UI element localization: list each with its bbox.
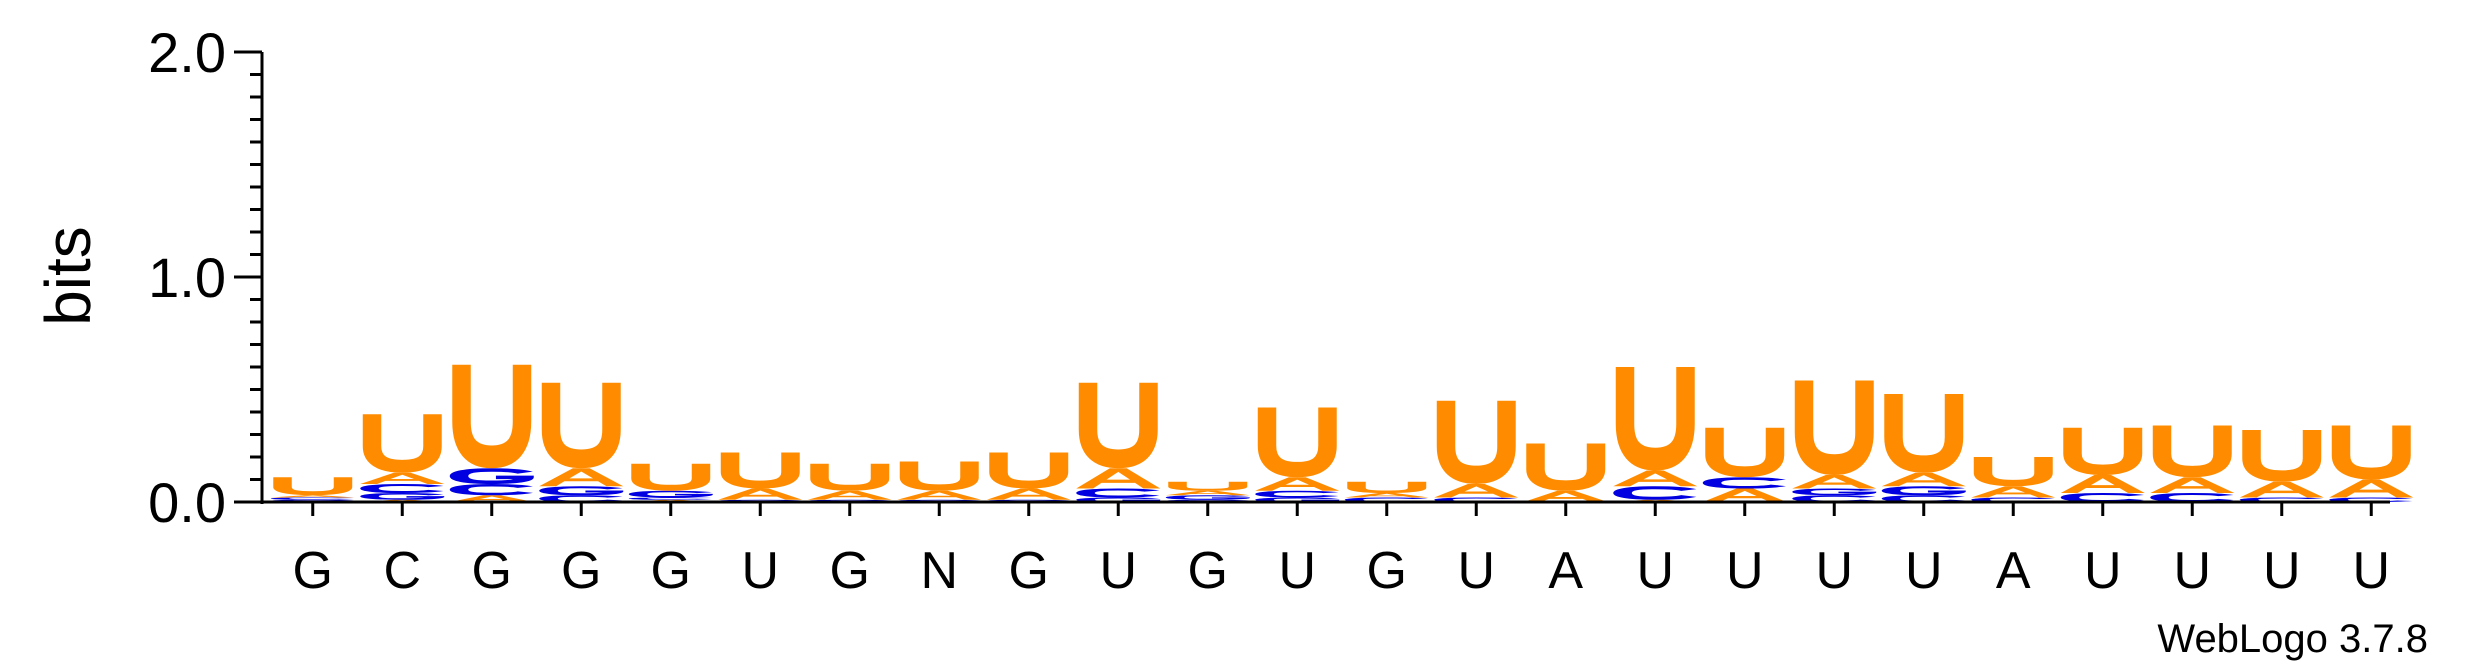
consensus-letter: A [1548,542,1583,600]
glyph-G [1165,495,1250,500]
glyph-A [1344,493,1429,498]
glyph-U [362,414,442,473]
consensus-letter: U [2263,542,2301,600]
glyph-C [1255,490,1339,498]
glyph-U [273,477,353,496]
glyph-U [1615,367,1695,471]
axes: 0.01.02.0G C G G G U G N G U G U G U A U U U U A U U U U [148,21,2390,600]
consensus-letter: G [1367,542,1407,600]
glyph-A [1165,490,1250,496]
glyph-U [2242,430,2322,482]
glyph-U [1884,394,1964,473]
glyph-A [1523,490,1608,502]
glyph-A [1255,477,1340,491]
consensus-letter: U [2352,542,2390,600]
glyph-U [1526,443,1606,491]
consensus-letter: U [2084,542,2122,600]
glyph-U [2063,427,2143,476]
glyph-A [1613,470,1698,487]
glyph-U [1257,407,1337,478]
glyph-U [1168,481,1248,491]
glyph-A [539,468,624,487]
consensus-letter: U [2173,542,2211,600]
glyph-G [1881,486,1966,496]
consensus-letter: C [383,542,421,600]
glyph-A [1971,486,2056,498]
glyph-G [539,486,624,496]
glyph-C [1702,477,1786,489]
glyph-A [2239,481,2324,498]
glyph-C [449,483,533,496]
consensus-letter: U [1905,542,1943,600]
glyph-U [810,463,890,491]
consensus-letter: G [830,542,870,600]
glyph-A [449,495,534,502]
glyph-U [1973,457,2053,487]
glyph-C [270,497,354,500]
glyph-A [2060,475,2145,493]
consensus-letter: A [1996,542,2031,600]
glyph-A [1702,488,1787,502]
glyph-U [1078,382,1158,469]
glyph-A [718,488,803,500]
glyph-U [720,452,800,489]
glyph-A [2150,477,2235,493]
glyph-U [2152,425,2232,478]
glyph-U [1347,481,1427,493]
glyph-A [2329,479,2414,498]
y-tick-label: 2.0 [148,21,226,84]
glyph-U [631,463,711,491]
glyph-U [1794,380,1874,476]
glyph-U [1436,400,1516,485]
glyph-U [989,452,1069,489]
consensus-letter: G [651,542,691,600]
glyph-U [899,461,979,491]
consensus-letter: G [1009,542,1049,600]
y-tick-label: 0.0 [148,471,226,534]
glyph-G [449,468,534,485]
glyph-A [807,490,892,500]
consensus-letter: U [1726,542,1764,600]
glyph-C [1076,488,1160,498]
glyph-A [986,488,1071,500]
weblogo-version-label: WebLogo 3.7.8 [2157,617,2428,661]
glyph-U [2331,425,2411,480]
glyph-C [628,497,712,500]
y-tick-label: 1.0 [148,246,226,309]
consensus-letter: G [293,542,333,600]
consensus-letter: U [1636,542,1674,600]
glyph-A [1076,468,1161,489]
glyph-A [897,490,982,500]
consensus-letter: U [1099,542,1137,600]
glyph-U [541,382,621,469]
glyph-G [628,490,713,498]
consensus-letter: U [1457,542,1495,600]
consensus-letter: U [1815,542,1853,600]
consensus-letter: G [472,542,512,600]
glyph-A [1792,475,1877,489]
glyph-A [1881,472,1966,487]
y-axis-label: bits [32,226,104,326]
glyph-U [1705,427,1785,478]
glyph-G [1792,488,1877,496]
consensus-letter: N [920,542,958,600]
glyph-A [1434,484,1519,498]
glyph-A [270,495,355,498]
glyph-A [360,472,445,484]
consensus-letter: U [741,542,779,600]
consensus-letter: G [1188,542,1228,600]
glyph-C [1613,486,1697,500]
consensus-letter: U [1278,542,1316,600]
glyph-U [452,364,532,469]
glyph-C [360,483,444,494]
consensus-letter: G [561,542,601,600]
glyph-G [360,492,445,500]
